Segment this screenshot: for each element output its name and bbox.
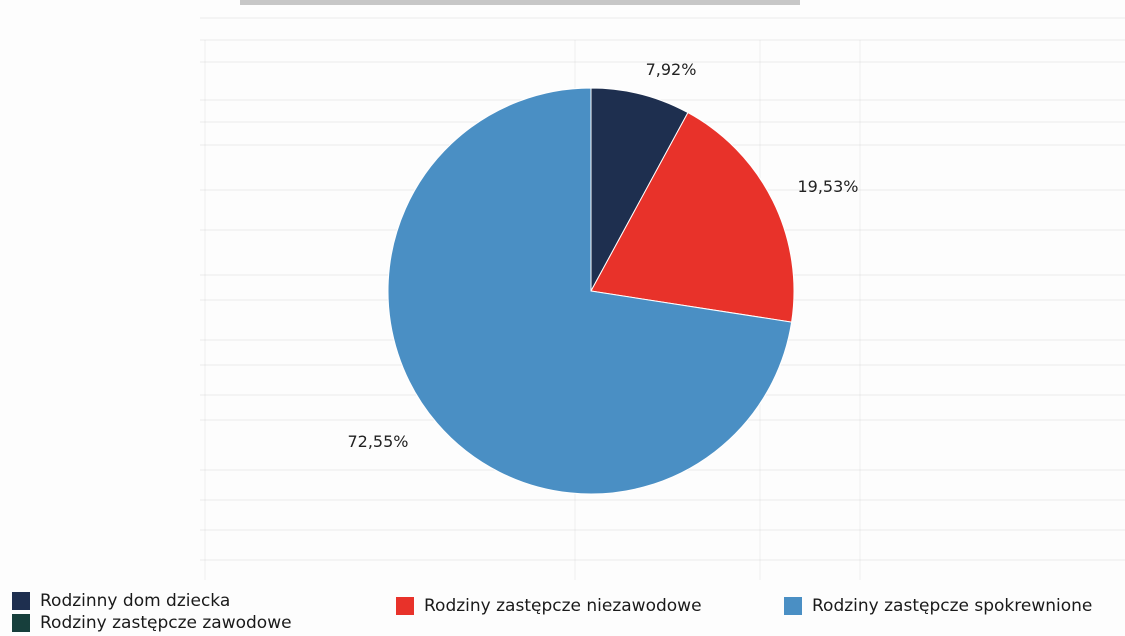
data-label: 7,92% (646, 60, 697, 79)
pie-slice-rodziny-zastępcze-spokrewnione (387, 87, 793, 495)
pie-slice-rodzinny-dom-dziecka (590, 87, 689, 292)
data-label: 19,53% (797, 177, 858, 196)
pie-slice-rodziny-zastępcze-niezawodowe (590, 111, 795, 323)
cropped-heading-strip (240, 0, 800, 5)
data-label: 72,55% (347, 432, 408, 451)
